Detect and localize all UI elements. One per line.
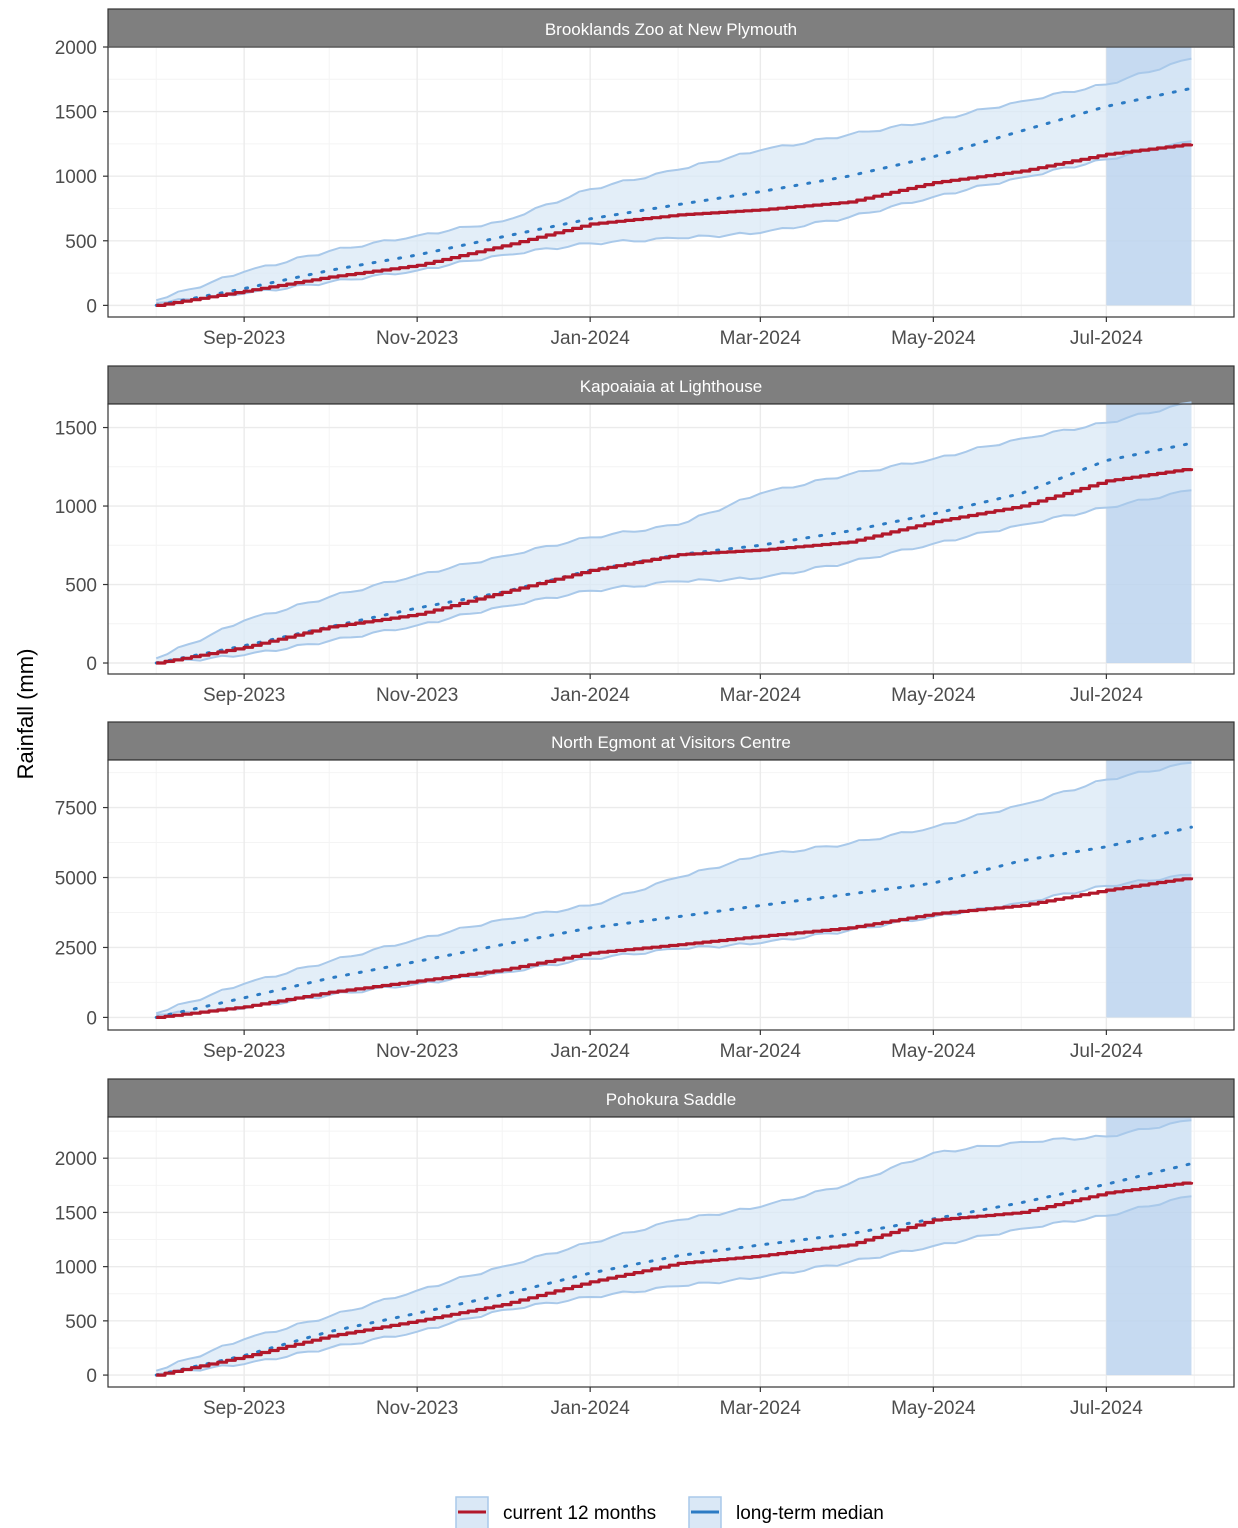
- y-tick-label: 1000: [55, 167, 97, 188]
- panel-border: [107, 46, 1235, 318]
- range-band: [156, 58, 1192, 303]
- x-tick-label: Nov-2023: [376, 1398, 458, 1419]
- x-tick-label: Nov-2023: [376, 1041, 458, 1062]
- lower-bound-line: [156, 140, 1192, 304]
- x-tick-label: Sep-2023: [203, 1398, 285, 1419]
- x-tick-label: Jan-2024: [551, 328, 631, 349]
- x-tick-label: May-2024: [891, 1398, 976, 1419]
- facet-panels: Brooklands Zoo at New Plymouth 0 500 1000 15…: [55, 8, 1235, 1419]
- y-tick-label: 1500: [55, 1203, 97, 1224]
- x-tick-label: Sep-2023: [203, 685, 285, 706]
- x-tick-label: Sep-2023: [203, 1041, 285, 1062]
- range-band: [156, 762, 1192, 1015]
- current-line: [156, 143, 1194, 307]
- y-axis-label: Rainfall (mm): [13, 649, 38, 780]
- upper-bound-line: [155, 57, 1192, 302]
- y-tick-label: 5000: [55, 869, 97, 890]
- x-tick-label: Jul-2024: [1070, 1041, 1143, 1062]
- facet-panel-1: Brooklands Zoo at New Plymouth 0 500 1000 15…: [55, 8, 1235, 349]
- x-tick-label: May-2024: [891, 328, 976, 349]
- x-tick-label: Mar-2024: [720, 1398, 802, 1419]
- x-tick-label: Jul-2024: [1070, 1398, 1143, 1419]
- x-tick-label: Jul-2024: [1070, 685, 1143, 706]
- y-tick-label: 1500: [55, 419, 97, 440]
- x-tick-label: May-2024: [891, 1041, 976, 1062]
- y-tick-label: 0: [86, 654, 97, 675]
- y-tick-label: 1000: [55, 1258, 97, 1279]
- x-tick-label: Jul-2024: [1070, 328, 1143, 349]
- y-tick-label: 0: [86, 1008, 97, 1029]
- x-tick-label: Nov-2023: [376, 328, 458, 349]
- x-tick-label: May-2024: [891, 685, 976, 706]
- current-line: [156, 1181, 1194, 1377]
- facet-strip: [107, 1078, 1235, 1118]
- upper-bound-line: [155, 1119, 1192, 1372]
- upper-bound-line: [155, 761, 1192, 1015]
- y-tick-label: 1500: [55, 103, 97, 124]
- panel-border: [107, 759, 1235, 1031]
- facet-strip: [107, 365, 1235, 405]
- y-tick-label: 1000: [55, 497, 97, 518]
- upper-bound-line: [155, 401, 1192, 660]
- legend: current 12 months long-term median: [455, 1496, 884, 1528]
- facet-panel-2: Kapoaiaia at Lighthouse 0 500 1000 1500 Sep-2…: [55, 365, 1235, 706]
- current-line: [156, 468, 1194, 665]
- facet-strip-title: Brooklands Zoo at New Plymouth: [545, 20, 797, 39]
- y-tick-label: 2000: [55, 38, 97, 59]
- y-tick-label: 500: [65, 1312, 97, 1333]
- range-band: [156, 1120, 1192, 1374]
- x-tick-label: Jan-2024: [551, 1041, 631, 1062]
- lower-bound-line: [156, 1195, 1192, 1375]
- median-line: [154, 86, 1193, 307]
- facet-panel-4: Pohokura Saddle 0 500 1000 1500 2000 Sep-2023 N…: [55, 1078, 1235, 1419]
- y-tick-label: 500: [65, 576, 97, 597]
- x-tick-label: Mar-2024: [720, 1041, 802, 1062]
- y-tick-label: 0: [86, 1366, 97, 1387]
- y-tick-label: 0: [86, 296, 97, 317]
- y-tick-label: 7500: [55, 799, 97, 820]
- x-tick-label: Jan-2024: [551, 685, 631, 706]
- facet-strip-title: North Egmont at Visitors Centre: [551, 733, 791, 752]
- range-band: [156, 402, 1192, 664]
- median-line: [154, 1162, 1193, 1377]
- x-tick-label: Sep-2023: [203, 328, 285, 349]
- facet-strip-title: Kapoaiaia at Lighthouse: [580, 377, 762, 396]
- median-line: [154, 825, 1193, 1019]
- facet-strip-title: Pohokura Saddle: [606, 1090, 736, 1109]
- y-tick-label: 500: [65, 232, 97, 253]
- x-tick-label: Jan-2024: [551, 1398, 631, 1419]
- facet-strip: [107, 8, 1235, 48]
- x-tick-label: Mar-2024: [720, 685, 802, 706]
- lower-bound-line: [156, 489, 1192, 664]
- x-tick-label: Nov-2023: [376, 685, 458, 706]
- legend-label-median: long-term median: [736, 1503, 884, 1524]
- facet-panel-3: North Egmont at Visitors Centre 0 2500 5000…: [55, 721, 1235, 1062]
- panel-border: [107, 403, 1235, 675]
- panel-border: [107, 1116, 1235, 1388]
- x-tick-label: Mar-2024: [720, 328, 802, 349]
- legend-label-current: current 12 months: [503, 1503, 656, 1524]
- current-line: [156, 877, 1194, 1019]
- y-tick-label: 2000: [55, 1149, 97, 1170]
- y-tick-label: 2500: [55, 938, 97, 959]
